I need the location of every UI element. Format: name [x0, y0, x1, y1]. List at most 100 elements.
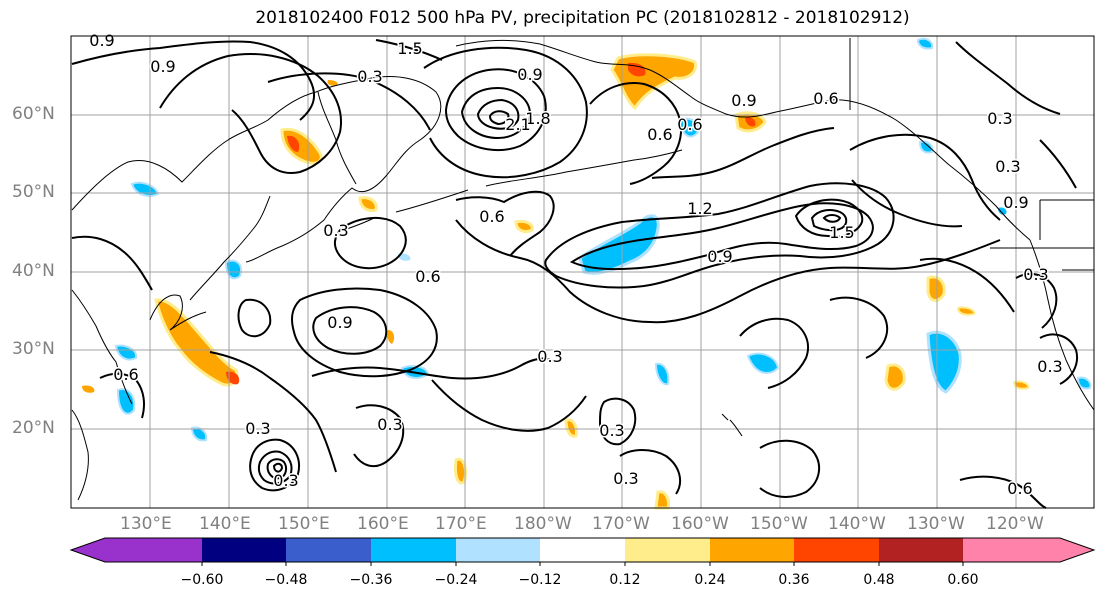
- contour-label: 0.3: [987, 109, 1012, 128]
- korea-japan-coastline: [149, 195, 271, 331]
- pv-contour: [544, 182, 895, 289]
- pv-contour: [598, 397, 637, 446]
- pv-contour: [619, 449, 682, 495]
- contour-label: 0.3: [1037, 357, 1062, 376]
- longitude-label: 180°W: [514, 514, 572, 534]
- contour-label: 0.3: [323, 221, 348, 240]
- pv-contour: [1015, 272, 1058, 329]
- precip-positive-patch: [280, 127, 323, 165]
- colorbar-tick-label: 0.12: [609, 572, 641, 588]
- precip-negative-patch: [1076, 376, 1092, 390]
- contour-label: 0.3: [599, 421, 624, 440]
- precip-negative-patch: [918, 140, 934, 154]
- pv-contour: [209, 351, 337, 473]
- precip-negative-patch: [130, 181, 160, 197]
- contour-label: 0.9: [517, 65, 542, 84]
- pv-contour: [849, 133, 1001, 221]
- latitude-label: 60°N: [12, 104, 55, 124]
- pv-contour: [460, 86, 532, 140]
- pv-contour: [829, 296, 889, 359]
- pv-contour: [822, 214, 842, 223]
- precip-positive-patch: [610, 53, 698, 111]
- pv-contour: [99, 372, 145, 419]
- precip-positive-patch: [327, 80, 338, 86]
- precip-strong-patch: [287, 135, 300, 152]
- pv-contour: [1039, 139, 1077, 189]
- canada-border: [849, 38, 1094, 271]
- longitude-label: 170°W: [592, 514, 650, 534]
- longitude-label: 140°W: [828, 514, 886, 534]
- contour-label: 1.5: [397, 39, 422, 58]
- hawaii-islands: [721, 413, 743, 437]
- precip-positive-patch: [926, 275, 946, 302]
- map-frame: [70, 35, 1095, 509]
- contour-label: 1.2: [687, 199, 712, 218]
- contour-label: 0.3: [995, 157, 1020, 176]
- pv-contour: [71, 40, 316, 121]
- precip-negative-patch: [224, 259, 242, 280]
- longitude-label: 140°E: [199, 514, 251, 534]
- contour-label: 0.6: [677, 115, 702, 134]
- pv-contour: [237, 298, 272, 338]
- precip-positive-patch: [654, 490, 670, 510]
- longitude-label: 120°W: [986, 514, 1044, 534]
- pv-contour: [455, 219, 1001, 324]
- contour-label: 0.9: [150, 57, 175, 76]
- contour-labels: 0.9 0.9 1.5 0.3 0.9 1.82.1 0.6 0.9 0.6 0.6 0.9 0.3 0…: [88, 30, 1064, 500]
- pv-contour: [651, 127, 835, 179]
- pv-contour: [353, 404, 405, 468]
- pv-contour: [955, 41, 1061, 115]
- contour-label: 0.3: [245, 419, 270, 438]
- contour-label: 0.9: [327, 313, 352, 332]
- precip-positive-patch: [956, 306, 976, 316]
- precip-negative-patch: [116, 388, 136, 415]
- precip-positive-patch: [884, 363, 906, 391]
- longitude-label: 170°E: [435, 514, 487, 534]
- precip-negative-patch: [926, 330, 962, 394]
- pv-contour: [739, 317, 809, 389]
- precip-positive-patch: [154, 298, 239, 387]
- pv-contour: [257, 450, 293, 485]
- contour-label: 0.9: [707, 247, 732, 266]
- precip-positive-patch: [514, 220, 534, 234]
- contour-label: 0.6: [647, 125, 672, 144]
- pv-contour: [919, 257, 1015, 313]
- coastlines: [71, 38, 1095, 501]
- pv-contour: [794, 198, 864, 238]
- precip-strong-patch: [628, 62, 646, 77]
- latitude-label: 40°N: [12, 261, 55, 281]
- pv-contour: [569, 202, 874, 271]
- precip-negative-patch: [114, 344, 138, 361]
- colorbar-tick-label: 0.48: [863, 572, 895, 588]
- pv-contour: [267, 72, 431, 131]
- colorbar-tick-label: −0.48: [264, 572, 308, 588]
- pv-contour: [334, 216, 407, 270]
- precip-negative-patch: [678, 117, 700, 138]
- graticule: [71, 36, 1094, 508]
- pv-contour: [959, 475, 1047, 509]
- colorbar-tick-label: 0.36: [778, 572, 810, 588]
- colorbar-tick-label: 0.60: [947, 572, 979, 588]
- pv-contour: [291, 287, 438, 378]
- contour-label: 0.9: [731, 91, 756, 110]
- colorbar-tick-label: 0.24: [694, 572, 726, 588]
- longitude-label: 160°W: [671, 514, 729, 534]
- precip-positive-patch: [387, 330, 395, 344]
- pv-contour: [431, 379, 587, 432]
- contour-label: 0.3: [377, 415, 402, 434]
- precip-positive-patch: [82, 385, 95, 393]
- pv-contour: [455, 190, 555, 257]
- precip-negative-patch: [916, 37, 934, 50]
- contour-label: 1.8: [525, 109, 550, 128]
- pv-contour: [423, 46, 588, 179]
- longitude-label: 130°E: [120, 514, 172, 534]
- longitude-label: 150°E: [278, 514, 330, 534]
- contour-label: 2.1: [505, 115, 530, 134]
- contour-label: 0.6: [415, 267, 440, 286]
- precip-positive-patch: [358, 196, 378, 212]
- pv-contour: [375, 39, 443, 61]
- pv-contour: [851, 179, 963, 228]
- aleutian-islands: [337, 149, 683, 233]
- precip-positive-patch: [1012, 380, 1030, 390]
